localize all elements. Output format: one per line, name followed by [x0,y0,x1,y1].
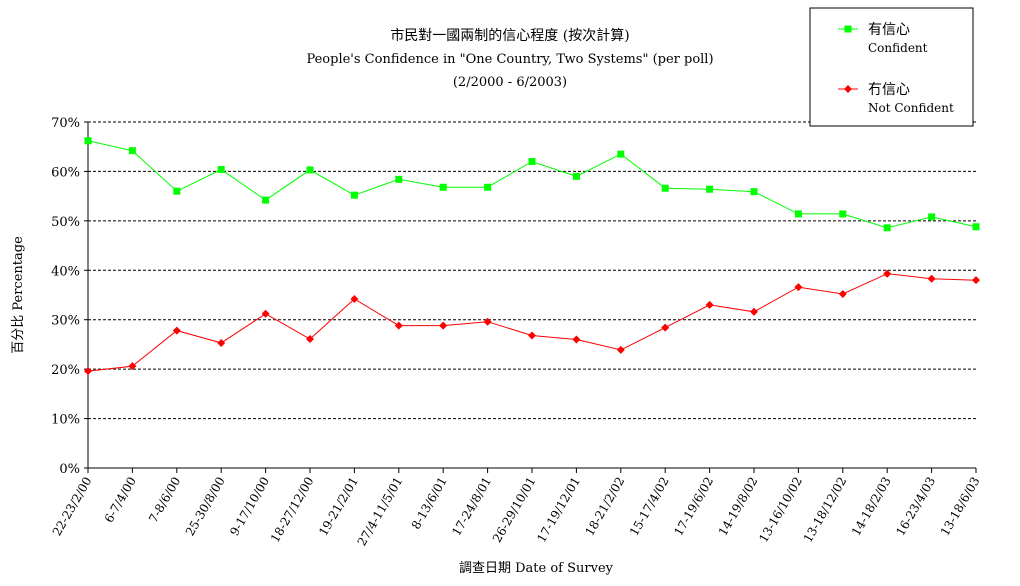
data-point [350,191,358,199]
data-point [439,321,448,330]
data-point [84,137,92,145]
data-point [483,317,492,326]
data-point [306,334,314,343]
legend-label-en: Not Confident [868,101,954,115]
x-tick-label: 18-27/12/00 [268,475,317,545]
data-point [794,210,802,218]
data-point [928,213,936,221]
data-point [173,187,181,195]
data-point [217,165,225,173]
data-point [661,184,669,192]
chart-period: (2/2000 - 6/2003) [453,75,567,90]
legend-label-en: Confident [868,41,928,55]
chart-title: 市民對一國兩制的信心程度 (按次計算) [390,27,629,44]
x-tick-label: 19-21/2/01 [316,475,361,539]
data-point [528,158,536,166]
data-point [172,326,181,335]
y-tick-label: 40% [51,264,80,279]
chart-subtitle: People's Confidence in "One Country, Two… [306,52,713,67]
data-point [261,309,270,318]
data-point [306,166,314,174]
y-tick-label: 70% [51,116,80,131]
x-tick-label: 17-19/12/01 [534,475,583,545]
y-tick-label: 20% [51,363,80,378]
data-point [972,276,980,285]
data-point [750,188,758,196]
x-tick-label: 14-19/8/02 [716,475,761,539]
data-point [394,321,403,330]
data-point [616,345,625,354]
y-tick-label: 0% [59,462,80,477]
data-point [883,269,892,278]
data-point [927,274,936,283]
x-tick-label: 9-17/10/00 [227,475,272,539]
legend-marker [844,85,852,93]
y-axis: 0% 10% 20% 30% 40% 50% 60% 70% [51,116,89,477]
legend: 有信心 Confident 冇信心 Not Confident [809,7,974,127]
data-point [217,338,226,347]
y-tick-label: 60% [51,165,80,180]
x-tick-label: 17-24/8/01 [449,475,494,539]
data-point [572,335,581,344]
data-point [84,367,92,376]
legend-label-zh: 冇信心 [868,82,910,98]
x-axis-label: 調查日期 Date of Survey [459,561,614,576]
data-point [661,323,670,332]
x-tick-label: 13-18/6/03 [938,475,983,539]
x-tick-label: 15-17/4/02 [627,475,672,539]
data-point [706,185,714,193]
y-tick-label: 30% [51,314,80,329]
data-point [128,147,136,155]
x-tick-label: 7-8/6/00 [146,475,183,526]
x-tick-label: 17-19/6/02 [671,475,716,539]
x-axis: 22-23/2/00 6-7/4/00 7-8/6/00 25-30/8/00 9-17… [50,467,983,549]
y-axis-label: 百分比 Percentage [11,236,26,354]
data-point [617,150,625,158]
x-tick-label: 22-23/2/00 [50,475,95,539]
legend-marker [844,25,852,33]
series-layer [84,137,980,376]
x-tick-label: 25-30/8/00 [183,475,228,539]
x-tick-label: 8-13/6/01 [409,475,450,532]
x-tick-label: 27/4-11/5/01 [355,475,406,549]
data-point [395,175,403,183]
data-point [572,172,580,180]
data-point [883,224,891,232]
data-point [439,183,447,191]
legend-label-zh: 有信心 [868,22,910,38]
data-point [794,283,803,292]
data-point [350,294,359,303]
data-point [705,300,714,309]
x-tick-label: 13-16/10/02 [756,475,805,545]
y-tick-label: 10% [51,413,80,428]
x-tick-label: 14-18/2/03 [849,475,894,539]
x-tick-label: 26-29/10/01 [490,475,539,545]
x-tick-label: 6-7/4/00 [102,475,139,526]
data-point [838,290,847,299]
data-point [262,196,270,204]
data-point [972,223,980,231]
data-point [839,210,847,218]
x-tick-label: 13-18/12/02 [801,475,850,545]
data-point [750,307,758,316]
legend-box [809,7,974,127]
series-line-not-confident [87,273,977,372]
x-tick-label: 16-23/4/03 [893,475,938,539]
data-point [128,362,137,371]
data-point [528,331,536,340]
y-tick-label: 50% [51,215,80,230]
x-tick-label: 18-21/2/02 [582,475,627,539]
data-point [484,183,492,191]
